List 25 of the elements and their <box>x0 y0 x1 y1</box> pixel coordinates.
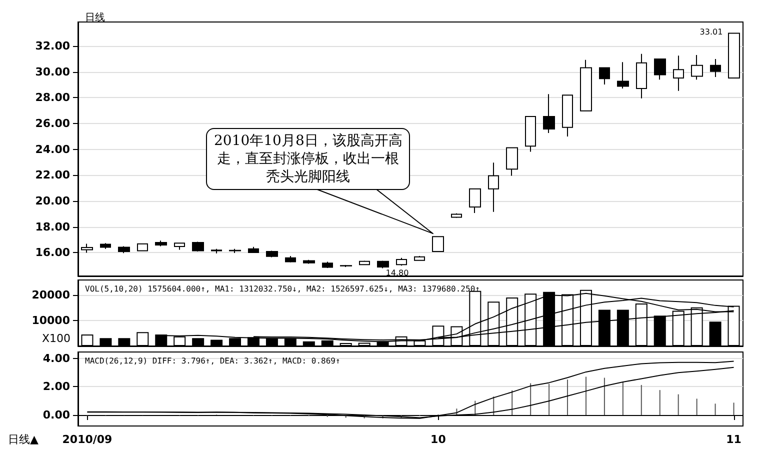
y-tick-label: 2.00 <box>42 380 70 394</box>
x-tick-label: 10 <box>430 433 446 446</box>
text: VOL(5,10,20) 1575604.000↑, MA1: 1312032.750↓, MA2: 1526597.625↓, MA3: 1379680.250↑ <box>85 284 480 294</box>
text: 日线▲ <box>8 433 39 446</box>
y-tick-label: 10000 <box>32 314 70 328</box>
y-tick-label: 20.00 <box>35 194 70 208</box>
y-tick-label: 18.00 <box>35 220 70 234</box>
y-tick-label: 24.00 <box>35 142 70 156</box>
annotation: 14.80 <box>386 268 409 278</box>
y-tick-label: 28.00 <box>35 91 70 104</box>
x-tick-label: 2010/09 <box>62 433 112 446</box>
chart-title: 日线 <box>85 12 105 24</box>
y-tick-label: 32.00 <box>35 40 70 53</box>
y-tick-label: 0.00 <box>42 408 70 422</box>
annotation: 2010年10月8日，该股高开高走，直至封涨停板，收出一根秃头光脚阳线 <box>206 128 410 190</box>
x-tick-label: 11 <box>726 433 742 446</box>
annotation: 33.01 <box>700 27 723 36</box>
text: MACD(26,12,9) DIFF: 3.796↑, DEA: 3.362↑, MACD: 0.869↑ <box>85 356 340 366</box>
y-tick-label: 22.00 <box>35 168 70 182</box>
y-tick-label: 4.00 <box>42 352 70 365</box>
y-tick-label: 20000 <box>32 288 70 302</box>
y-tick-label: 30.00 <box>35 65 70 78</box>
y-tick-label: 26.00 <box>35 117 70 130</box>
y-tick-label: 16.00 <box>35 246 70 260</box>
y-axis-title: X100 <box>42 332 71 345</box>
